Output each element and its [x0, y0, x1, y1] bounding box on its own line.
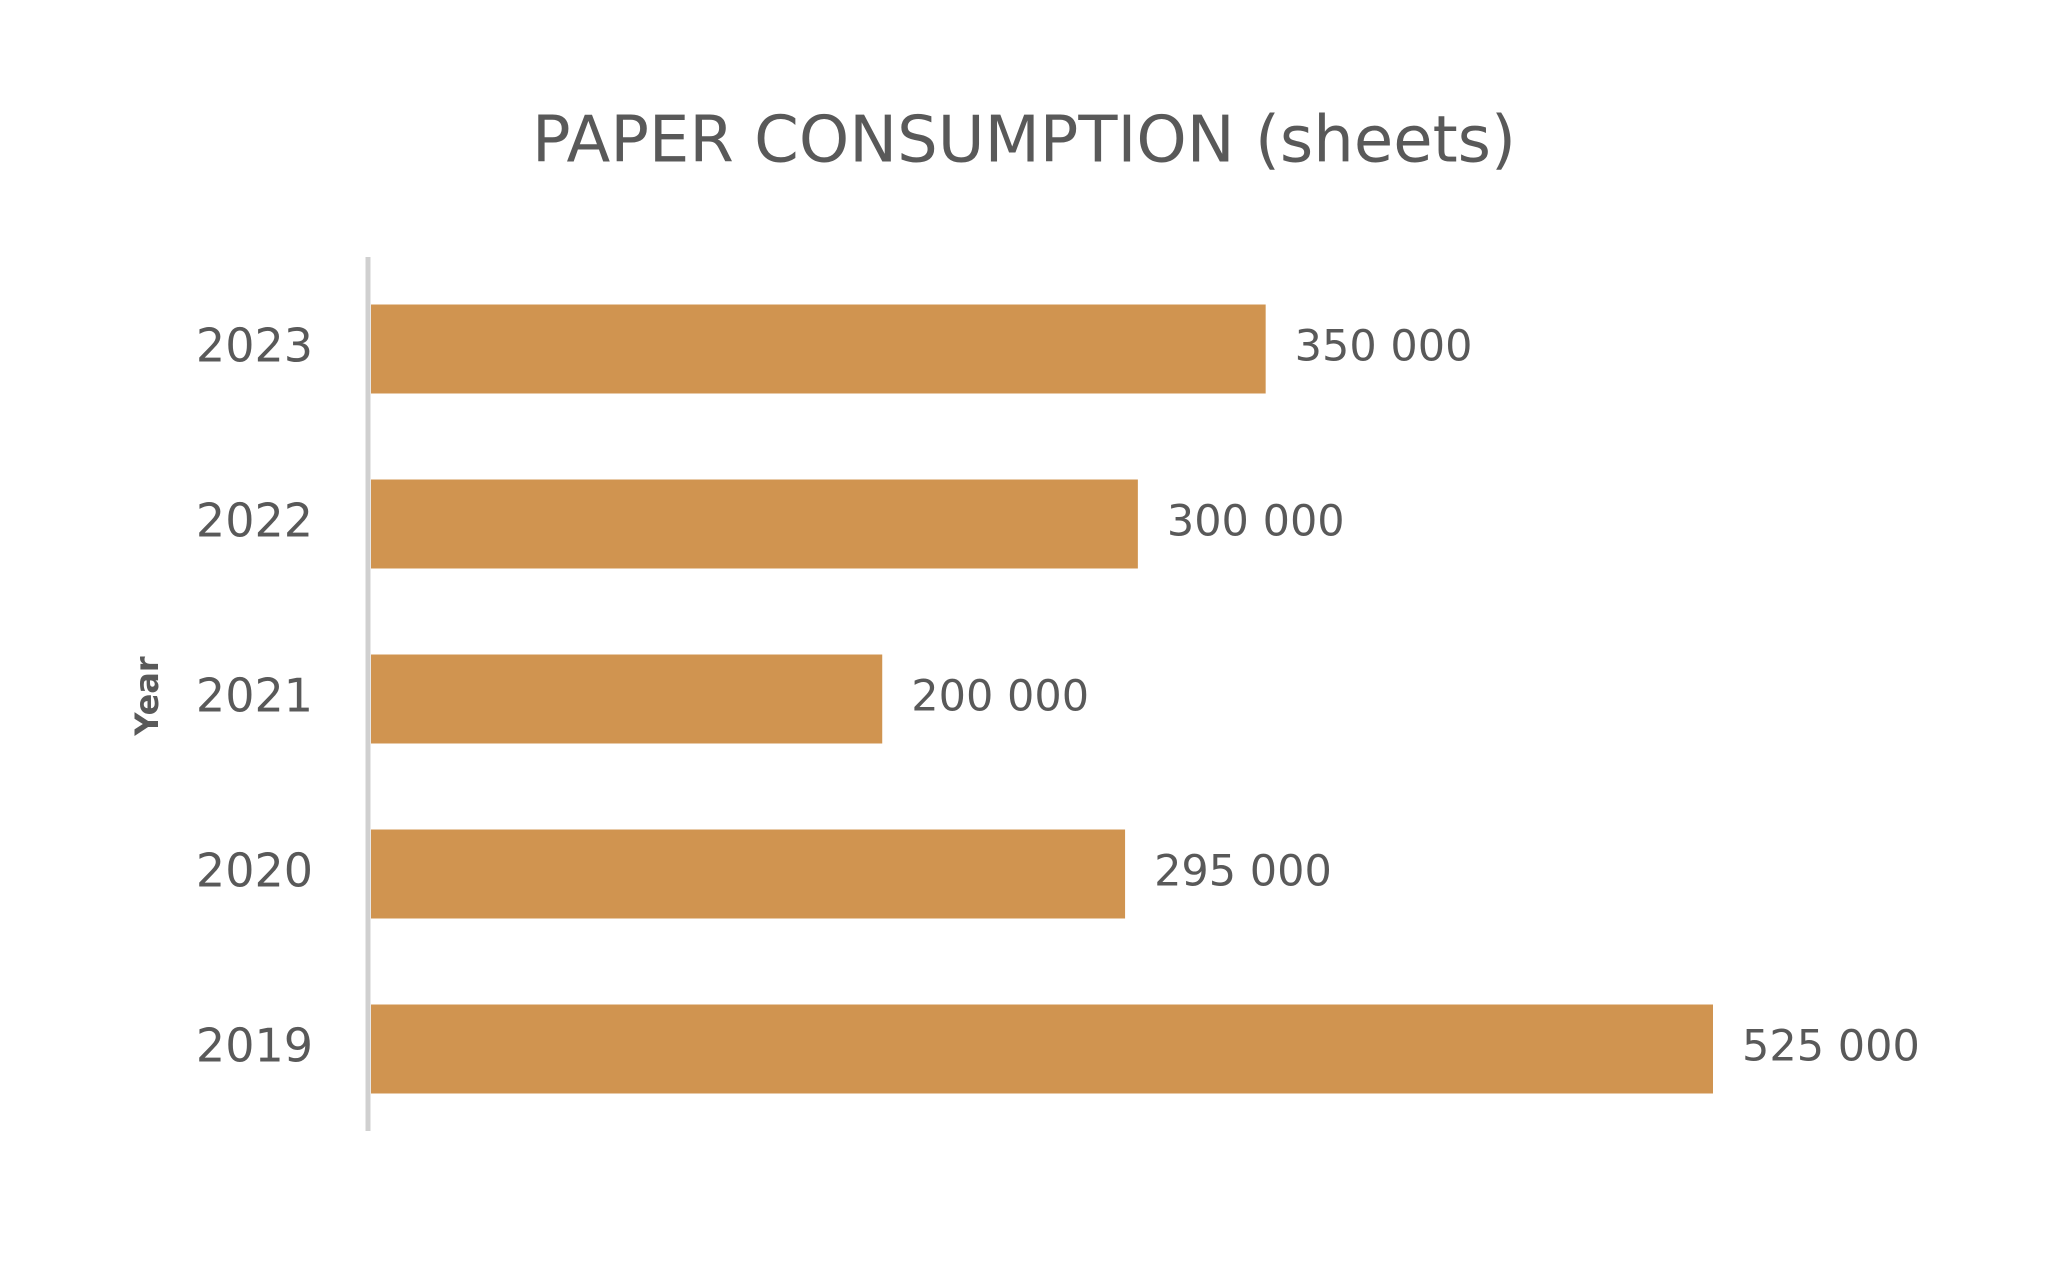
value-label: 350 000 [1295, 322, 1473, 372]
y-tick-label: 2022 [196, 494, 313, 548]
y-tick-label: 2023 [196, 319, 313, 373]
y-tick-label: 2021 [196, 669, 313, 723]
value-label: 200 000 [911, 672, 1089, 722]
bar [371, 1004, 1713, 1094]
value-label: 295 000 [1154, 847, 1332, 897]
bar [371, 479, 1138, 569]
bar [371, 829, 1126, 919]
bar [371, 654, 883, 744]
value-label: 300 000 [1167, 497, 1345, 547]
y-axis-label: Year [128, 656, 166, 737]
y-tick-label: 2020 [196, 844, 313, 898]
value-label: 525 000 [1742, 1022, 1920, 1072]
chart-title: PAPER CONSUMPTION (sheets) [532, 104, 1516, 178]
bar [371, 304, 1266, 394]
y-tick-label: 2019 [196, 1019, 313, 1073]
